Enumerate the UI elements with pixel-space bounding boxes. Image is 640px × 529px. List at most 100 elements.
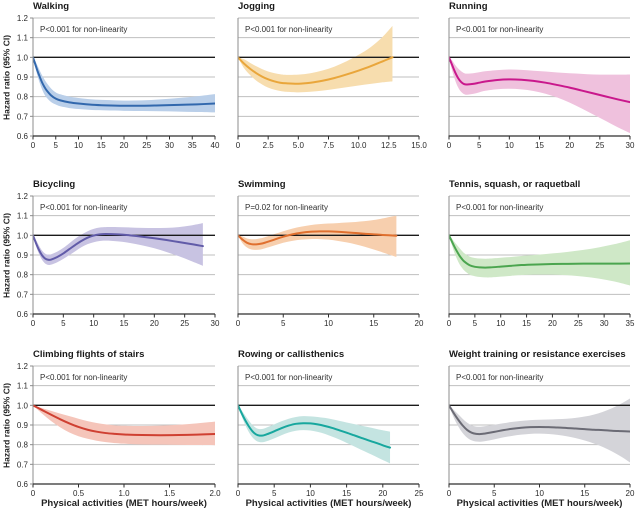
svg-text:15: 15 — [97, 141, 106, 150]
svg-text:10: 10 — [324, 319, 333, 328]
p-value-annotation: P<0.001 for non-linearity — [40, 203, 128, 212]
svg-text:30: 30 — [600, 319, 609, 328]
panel-title: Jogging — [238, 1, 275, 12]
y-axis-label: Hazard ratio (95% CI) — [1, 212, 12, 298]
svg-text:2.5: 2.5 — [263, 141, 275, 150]
p-value-annotation: P=0.02 for non-linearity — [245, 203, 328, 212]
panel-title: Weight training or resistance exercises — [449, 349, 626, 360]
bicycling-plot: 0 5 10 15 20 25 30 1.2 1.1 1.0 0.9 0.8 0.7 0.6 — [17, 192, 220, 328]
panel-title: Running — [449, 1, 488, 12]
panel-tennis-squash-raquetball: 0 5 10 15 20 25 30 35 Tennis, squash, or raquet… — [429, 170, 640, 340]
svg-text:1.1: 1.1 — [17, 382, 29, 391]
panel-running: 0 5 10 15 20 25 30 Running P<0.001 for non-lin… — [429, 0, 640, 170]
svg-text:1.0: 1.0 — [17, 401, 29, 410]
svg-text:25: 25 — [142, 141, 151, 150]
svg-text:0.8: 0.8 — [17, 271, 29, 280]
panel-title: Bicycling — [33, 179, 76, 190]
svg-text:25: 25 — [574, 319, 583, 328]
svg-text:20: 20 — [120, 141, 129, 150]
svg-text:20: 20 — [378, 489, 387, 498]
svg-text:15: 15 — [580, 489, 589, 498]
svg-text:1.5: 1.5 — [164, 489, 176, 498]
svg-text:5: 5 — [272, 489, 277, 498]
svg-text:20: 20 — [548, 319, 557, 328]
svg-text:30: 30 — [165, 141, 174, 150]
p-value-annotation: P<0.001 for non-linearity — [456, 373, 544, 382]
svg-text:30: 30 — [626, 141, 635, 150]
svg-text:25: 25 — [180, 319, 189, 328]
weight-training-plot: 0 5 10 15 20 — [447, 365, 635, 498]
svg-text:1.0: 1.0 — [17, 231, 29, 240]
running-plot: 0 5 10 15 20 25 30 — [447, 17, 635, 150]
svg-text:1.0: 1.0 — [17, 53, 29, 62]
rowing-callisthenics-plot: 0 5 10 15 20 25 — [236, 365, 424, 498]
svg-text:0: 0 — [447, 319, 452, 328]
svg-text:1.2: 1.2 — [17, 14, 29, 23]
svg-text:5: 5 — [61, 319, 66, 328]
svg-text:5: 5 — [492, 489, 497, 498]
svg-text:0: 0 — [236, 489, 241, 498]
p-value-annotation: P<0.001 for non-linearity — [245, 25, 333, 34]
panel-bicycling: 0 5 10 15 20 25 30 1.2 1.1 1.0 0.9 0.8 0.7 0.6 Bicycl… — [0, 170, 220, 340]
svg-text:10: 10 — [505, 141, 514, 150]
svg-text:0.7: 0.7 — [17, 112, 29, 121]
svg-text:10: 10 — [496, 319, 505, 328]
x-axis-label: Physical activities (MET hours/week) — [41, 498, 207, 509]
svg-text:7.5: 7.5 — [323, 141, 335, 150]
x-axis-label: Physical activities (MET hours/week) — [456, 498, 623, 509]
svg-text:1.2: 1.2 — [17, 362, 29, 371]
svg-text:1.1: 1.1 — [17, 212, 29, 221]
panel-weight-training: 0 5 10 15 20 Weight training or resistance e… — [429, 340, 640, 529]
svg-text:0.7: 0.7 — [17, 290, 29, 299]
svg-text:1.2: 1.2 — [17, 192, 29, 201]
p-value-annotation: P<0.001 for non-linearity — [245, 373, 333, 382]
tennis-plot: 0 5 10 15 20 25 30 35 — [447, 195, 635, 328]
svg-text:0.9: 0.9 — [17, 421, 29, 430]
svg-text:1.1: 1.1 — [17, 34, 29, 43]
svg-text:25: 25 — [595, 141, 604, 150]
svg-text:15: 15 — [522, 319, 531, 328]
svg-text:15: 15 — [535, 141, 544, 150]
svg-text:10.0: 10.0 — [351, 141, 367, 150]
svg-text:0: 0 — [447, 141, 452, 150]
svg-text:25: 25 — [415, 489, 424, 498]
x-axis-label: Physical activities (MET hours/week) — [245, 498, 412, 509]
jogging-plot: 0 2.5 5.0 7.5 10.0 12.5 15.0 — [236, 17, 427, 150]
svg-text:0: 0 — [31, 141, 36, 150]
svg-text:15: 15 — [120, 319, 129, 328]
svg-text:0: 0 — [31, 319, 36, 328]
panel-title: Swimming — [238, 179, 286, 190]
panel-rowing-callisthenics: 0 5 10 15 20 25 Rowing or callisthenics P<0.0… — [218, 340, 429, 529]
p-value-annotation: P<0.001 for non-linearity — [40, 25, 128, 34]
svg-text:10: 10 — [74, 141, 83, 150]
p-value-annotation: P<0.001 for non-linearity — [456, 203, 544, 212]
panel-title: Rowing or callisthenics — [238, 349, 345, 360]
svg-text:0.8: 0.8 — [17, 93, 29, 102]
svg-text:5: 5 — [281, 319, 286, 328]
panel-title: Tennis, squash, or raquetball — [449, 179, 581, 190]
svg-text:0: 0 — [31, 489, 36, 498]
p-value-annotation: P<0.001 for non-linearity — [456, 25, 544, 34]
svg-text:10: 10 — [535, 489, 544, 498]
panel-swimming: 0 5 10 15 20 Swimming P=0.02 for non-lineari… — [218, 170, 429, 340]
climbing-stairs-plot: 0 0.5 1.0 1.5 2.0 1.2 1.1 1.0 0.9 0.8 0.7 0.6 — [17, 362, 221, 498]
svg-text:12.5: 12.5 — [381, 141, 397, 150]
svg-text:20: 20 — [626, 489, 635, 498]
svg-text:40: 40 — [211, 141, 220, 150]
svg-text:5: 5 — [54, 141, 59, 150]
svg-text:35: 35 — [188, 141, 197, 150]
svg-text:5.0: 5.0 — [293, 141, 305, 150]
svg-text:10: 10 — [306, 489, 315, 498]
panel-jogging: 0 2.5 5.0 7.5 10.0 12.5 15.0 Jogging P<0.001 f… — [218, 0, 429, 170]
svg-text:5: 5 — [477, 141, 482, 150]
svg-text:20: 20 — [150, 319, 159, 328]
swimming-plot: 0 5 10 15 20 — [236, 195, 424, 328]
panel-climbing-stairs: 0 0.5 1.0 1.5 2.0 1.2 1.1 1.0 0.9 0.8 0.7 0.6 Climb… — [0, 340, 222, 529]
svg-text:0.7: 0.7 — [17, 460, 29, 469]
svg-text:5: 5 — [473, 319, 478, 328]
svg-text:10: 10 — [89, 319, 98, 328]
svg-text:0.6: 0.6 — [17, 132, 29, 141]
svg-text:0.9: 0.9 — [17, 73, 29, 82]
svg-text:0.6: 0.6 — [17, 480, 29, 489]
